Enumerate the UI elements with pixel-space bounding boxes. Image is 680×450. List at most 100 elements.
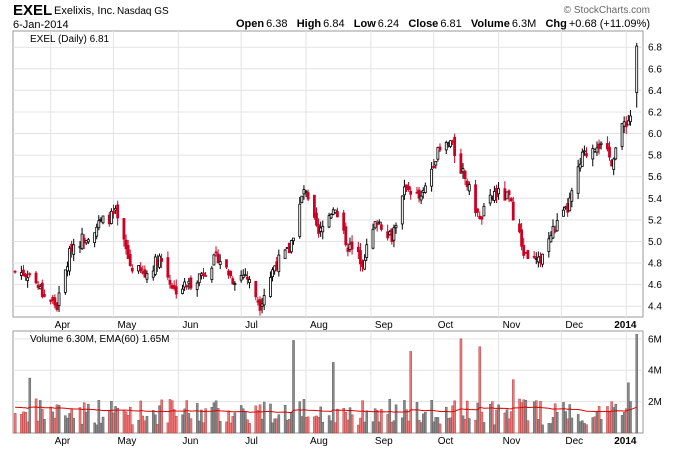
volume-bar [532, 401, 536, 434]
volume-bar [156, 424, 159, 434]
candle-body [570, 190, 574, 202]
price-y-tick-label: 6.0 [648, 129, 662, 140]
volume-bar [70, 409, 73, 434]
volume-bar [39, 400, 42, 434]
volume-bar [451, 405, 454, 434]
volume-bar [131, 424, 134, 434]
close-label: Close [408, 18, 439, 30]
volume-bar [597, 406, 601, 434]
volume-bar [394, 404, 398, 434]
price-y-tick-label: 4.6 [648, 280, 662, 291]
candle-body [269, 277, 272, 297]
volume-bar [198, 420, 201, 434]
volume-bar [422, 413, 425, 434]
volume-bar [507, 418, 511, 434]
volume-x-tick-label: Oct [438, 436, 454, 447]
volume-x-tick-label: Aug [310, 436, 328, 447]
volume-bar [55, 404, 59, 434]
candle-body [453, 136, 457, 156]
volume-bar [579, 421, 582, 434]
volume-bar [82, 402, 86, 434]
price-y-tick-label: 5.6 [648, 172, 662, 183]
volume-x-tick-label: Apr [55, 436, 71, 447]
volume-bar [595, 411, 599, 434]
price-x-tick-label: Oct [438, 320, 454, 331]
candle-body [402, 186, 406, 196]
candle-body [112, 210, 115, 214]
volume-bars [13, 333, 639, 434]
low-label: Low [353, 18, 376, 30]
volume-bar [334, 422, 337, 434]
candle-body [289, 240, 293, 253]
volume-ema-line [15, 406, 637, 413]
volume-bar [535, 400, 538, 434]
volume-bar [137, 420, 140, 434]
volume-bar [449, 417, 452, 434]
candle-body [551, 226, 555, 239]
candle-body [497, 188, 500, 195]
volume-bar [495, 409, 498, 434]
volume-bar [313, 416, 316, 434]
volume-bar [256, 410, 260, 434]
candle-body [116, 204, 120, 219]
volume-bar [553, 403, 557, 434]
candle-body [53, 297, 57, 306]
volume-bar [386, 414, 389, 434]
volume-bar [476, 402, 479, 434]
volume-bar [629, 401, 632, 434]
volume-bar [214, 400, 218, 434]
candle-body [336, 211, 339, 218]
candle-body [400, 195, 404, 225]
volume-bar [219, 421, 222, 434]
candle-body [124, 239, 128, 250]
candle-body [612, 158, 616, 170]
candle-body [549, 235, 553, 243]
candle-body [626, 120, 630, 126]
volume-x-tick-label: Sep [375, 436, 393, 447]
candle-body [547, 238, 551, 252]
price-y-tick-label: 4.4 [648, 302, 662, 313]
volume-bar [581, 420, 584, 434]
price-y-tick-label: 5.4 [648, 194, 662, 205]
volume-bar [175, 416, 178, 434]
candle-body [28, 273, 32, 276]
candle-body [13, 270, 17, 273]
candle-body [24, 273, 27, 278]
candle-body [359, 250, 362, 265]
candle-body [432, 165, 436, 169]
volume-bar [200, 409, 203, 434]
volume-bar [183, 408, 186, 434]
volume-bar [417, 420, 421, 434]
candle-body [461, 168, 465, 173]
candle-body [241, 274, 245, 278]
ticker-symbol: EXEL [13, 2, 53, 19]
volume-bar [229, 422, 232, 434]
candle-body [505, 191, 509, 200]
candle-body [444, 142, 448, 151]
candle-body [271, 269, 274, 278]
price-x-tick-label: Sep [375, 320, 393, 331]
volume-bar [108, 410, 111, 434]
candle-body [101, 215, 105, 224]
candle-body [262, 295, 266, 306]
chg-value: +0.68 (+11.09%) [568, 18, 650, 30]
candle-body [195, 282, 199, 290]
volume-y-axis: 2M 4M 6M [648, 334, 662, 408]
volume-bar [403, 400, 406, 434]
volume-bar [564, 411, 567, 434]
volume-bar [239, 405, 243, 434]
price-y-tick-label: 6.2 [648, 107, 662, 118]
volume-bar [95, 424, 99, 434]
volume-bar [277, 414, 281, 434]
candle-body [585, 153, 588, 157]
candle-body [463, 170, 467, 179]
candle-body [174, 286, 178, 295]
volume-bar [491, 401, 494, 434]
candle-body [582, 150, 586, 153]
volume-bar [290, 412, 293, 434]
low-value: 6.24 [377, 18, 400, 30]
volume-bar [434, 417, 438, 434]
volume-bar [453, 400, 456, 434]
volume-bar [503, 412, 507, 434]
ohlc-summary: Open 6.38 High 6.84 Low 6.24 Close 6.81 Volu… [236, 18, 650, 30]
